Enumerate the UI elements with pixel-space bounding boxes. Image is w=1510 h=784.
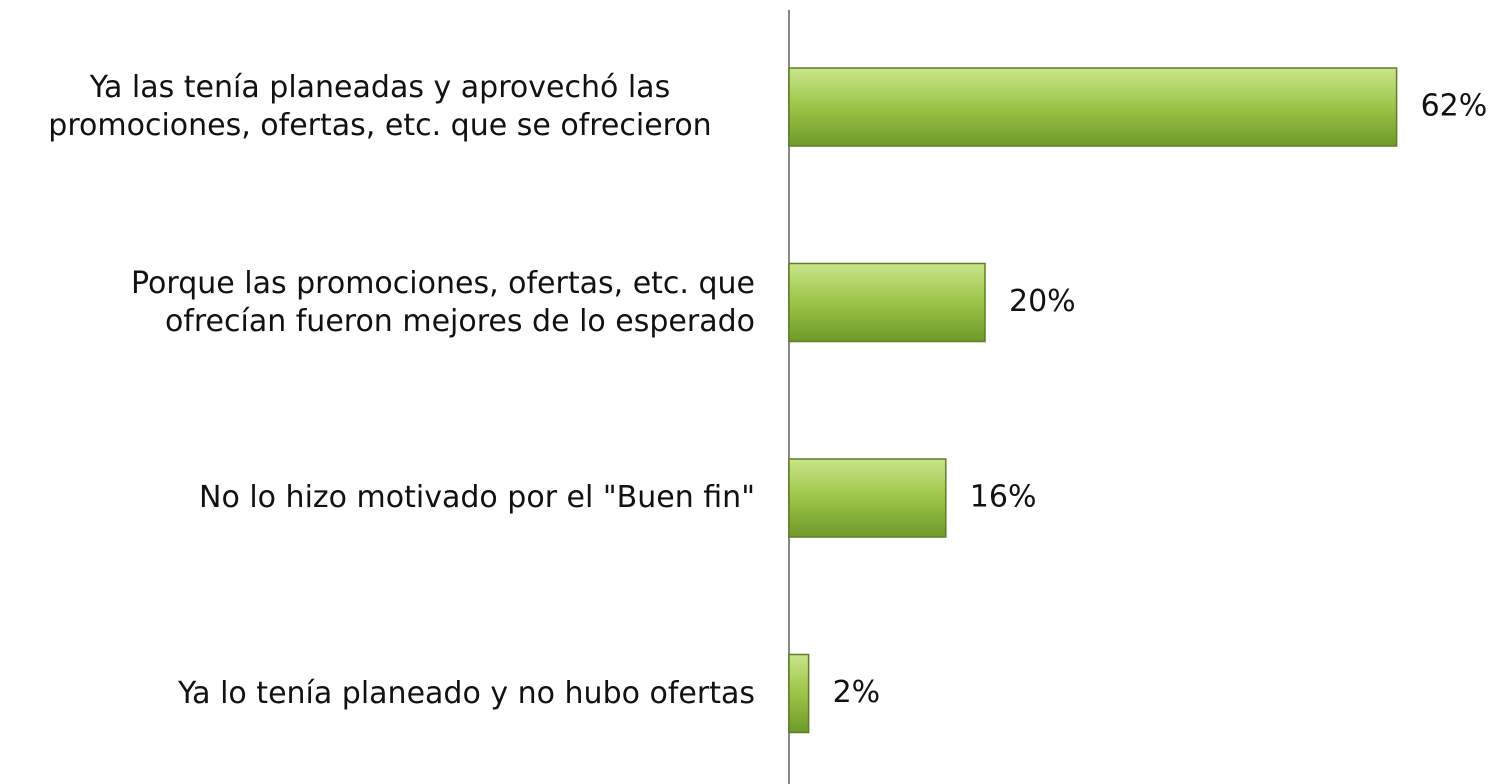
value-label: 20% [1009,284,1076,319]
bar [788,653,810,734]
bar [788,458,947,538]
bar [788,67,1398,147]
bar [788,262,986,343]
category-label: Ya lo tenía planeado y no hubo ofertas [177,675,755,711]
value-label: 62% [1421,89,1488,124]
category-label: Ya las tenía planeadas y aprovechó las p… [48,70,712,143]
value-label: 2% [833,675,881,710]
value-label: 16% [970,480,1037,515]
category-label: No lo hizo motivado por el "Buen fin" [199,480,755,515]
category-label: Porque las promociones, ofertas, etc. qu… [131,265,755,339]
